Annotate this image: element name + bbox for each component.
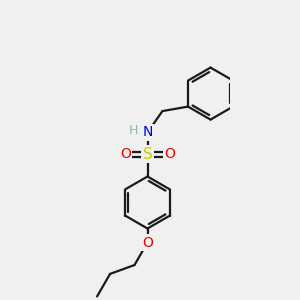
- Text: N: N: [142, 125, 153, 140]
- Text: O: O: [120, 147, 131, 161]
- Text: H: H: [129, 124, 138, 137]
- Text: S: S: [142, 147, 152, 162]
- Text: O: O: [164, 147, 175, 161]
- Text: O: O: [142, 236, 153, 250]
